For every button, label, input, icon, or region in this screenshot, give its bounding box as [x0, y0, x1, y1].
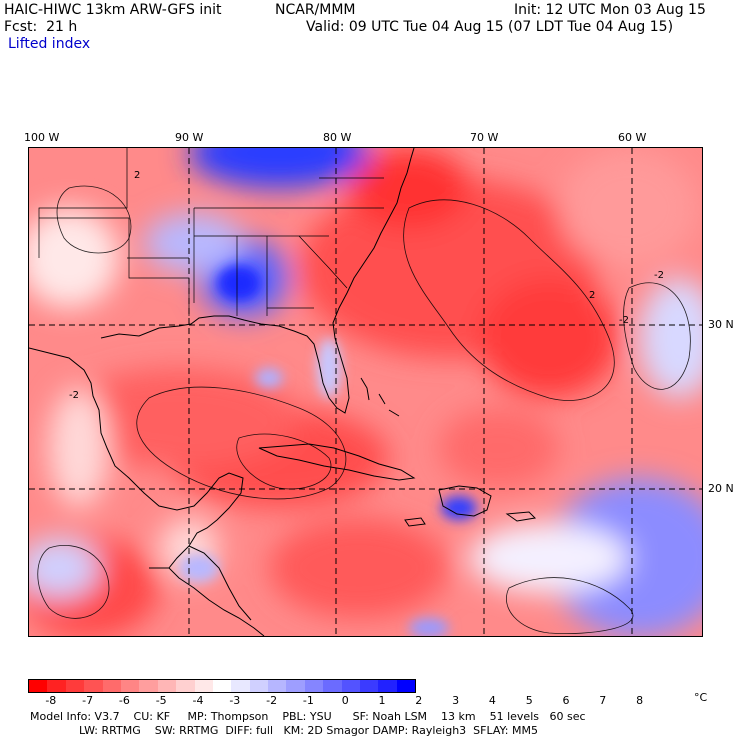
colorbar-swatch: [341, 680, 361, 692]
colorbar-label: -4: [192, 694, 204, 707]
graticule: [29, 148, 702, 636]
contour-label-group: 2 2 -2 -2 -2: [69, 170, 664, 401]
colorbar-label: -7: [82, 694, 94, 707]
colorbar-swatch: [176, 680, 195, 692]
lat-label-30n: 30 N: [708, 318, 734, 331]
colorbar-label: 2: [415, 694, 423, 707]
lon-label-60w: 60 W: [618, 131, 647, 144]
state-borders: [38, 148, 384, 316]
colorbar-swatch: [157, 680, 177, 692]
model-info-line2: LW: RRTMG SW: RRTMG DIFF: full KM: 2D Sm…: [30, 724, 538, 737]
colorbar-label: 0: [341, 694, 349, 707]
colorbar-swatch: [231, 680, 250, 692]
lon-label-90w: 90 W: [175, 131, 204, 144]
colorbar-swatch: [249, 680, 269, 692]
map-canvas: 2 2 -2 -2 -2: [29, 148, 702, 636]
forecast-hour: Fcst: 21 h: [4, 19, 78, 35]
colorbar-swatch: [194, 680, 213, 692]
colorbar-label: -6: [118, 694, 130, 707]
colorbar-swatch: [378, 680, 397, 692]
colorbar-swatch: [268, 680, 287, 692]
colorbar-unit: °C: [694, 691, 708, 704]
valid-time: Valid: 09 UTC Tue 04 Aug 15 (07 LDT Tue …: [306, 19, 674, 35]
contours: [37, 185, 691, 634]
lat-label-20n: 20 N: [708, 482, 734, 495]
colorbar-swatch: [304, 680, 324, 692]
model-info-line1: Model Info: V3.7 CU: KF MP: Thompson PBL…: [30, 710, 586, 723]
contour-label: -2: [619, 315, 629, 326]
lon-label-100w: 100 W: [24, 131, 60, 144]
colorbar-swatch: [102, 680, 121, 692]
model-title: HAIC-HIWC 13km ARW-GFS init: [4, 2, 222, 18]
colorbar-label: 4: [488, 694, 496, 707]
org-label: NCAR/MMM: [275, 2, 356, 18]
colorbar-label: 3: [452, 694, 460, 707]
contour-label: 2: [589, 290, 595, 301]
init-time: Init: 12 UTC Mon 03 Aug 15: [514, 2, 706, 18]
colorbar-swatch: [396, 680, 416, 692]
field-shading: [29, 148, 702, 636]
colorbar-label: 6: [562, 694, 570, 707]
colorbar-label: 1: [378, 694, 386, 707]
lifted-index-map: 2 2 -2 -2 -2: [28, 147, 703, 637]
colorbar-swatch: [139, 680, 158, 692]
colorbar: [28, 679, 417, 693]
colorbar-swatch: [29, 680, 48, 692]
colorbar-swatch: [323, 680, 342, 692]
colorbar-swatch: [286, 680, 305, 692]
coastlines: [29, 148, 537, 636]
colorbar-swatch: [47, 680, 66, 692]
colorbar-label: 8: [636, 694, 644, 707]
colorbar-label: -8: [45, 694, 57, 707]
colorbar-swatch: [360, 680, 379, 692]
colorbar-label: -5: [155, 694, 167, 707]
colorbar-swatch: [212, 680, 232, 692]
field-name: Lifted index: [8, 36, 91, 52]
lon-label-70w: 70 W: [470, 131, 499, 144]
colorbar-label: -1: [302, 694, 314, 707]
colorbar-label: -3: [229, 694, 241, 707]
colorbar-label: 5: [525, 694, 533, 707]
contour-label: -2: [654, 270, 664, 281]
contour-label: -2: [69, 390, 79, 401]
colorbar-swatch: [84, 680, 103, 692]
colorbar-label: 7: [599, 694, 607, 707]
colorbar-label: -2: [266, 694, 278, 707]
contour-label: 2: [134, 170, 140, 181]
colorbar-swatch: [120, 680, 140, 692]
lon-label-80w: 80 W: [323, 131, 352, 144]
colorbar-swatch: [65, 680, 85, 692]
